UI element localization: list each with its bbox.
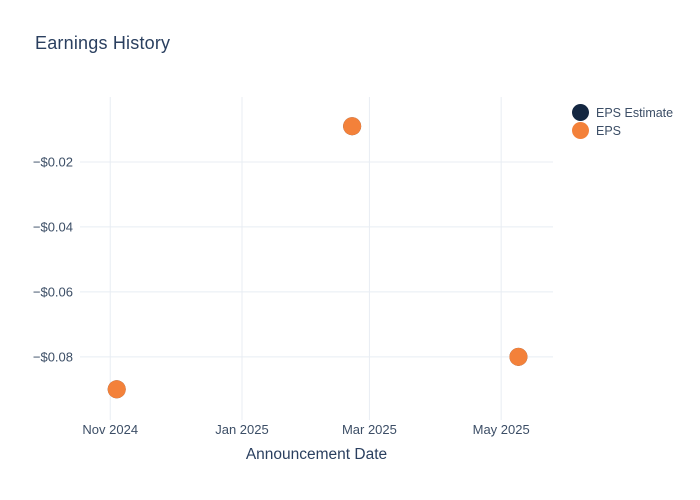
eps-estimate-marker-icon	[572, 104, 589, 121]
y-tick-label: −$0.02	[33, 154, 73, 169]
legend-item-eps[interactable]: EPS	[572, 122, 673, 139]
x-tick-label: Jan 2025	[215, 422, 269, 437]
x-tick-label: Nov 2024	[82, 422, 138, 437]
y-tick-label: −$0.06	[33, 284, 73, 299]
legend-label: EPS	[596, 123, 622, 138]
x-axis-title: Announcement Date	[245, 446, 388, 463]
eps-marker-icon	[572, 122, 589, 139]
data-point-eps[interactable]	[343, 117, 362, 136]
chart-title: Earnings History	[35, 33, 171, 53]
legend: EPS Estimate EPS	[572, 104, 673, 140]
data-point-eps[interactable]	[509, 347, 528, 366]
x-tick-label: Mar 2025	[342, 422, 397, 437]
legend-item-eps-estimate[interactable]: EPS Estimate	[572, 104, 673, 121]
data-point-eps[interactable]	[107, 380, 126, 399]
y-tick-label: −$0.04	[33, 219, 73, 234]
legend-label: EPS Estimate	[596, 105, 674, 120]
y-tick-label: −$0.08	[33, 349, 73, 364]
x-tick-label: May 2025	[473, 422, 530, 437]
